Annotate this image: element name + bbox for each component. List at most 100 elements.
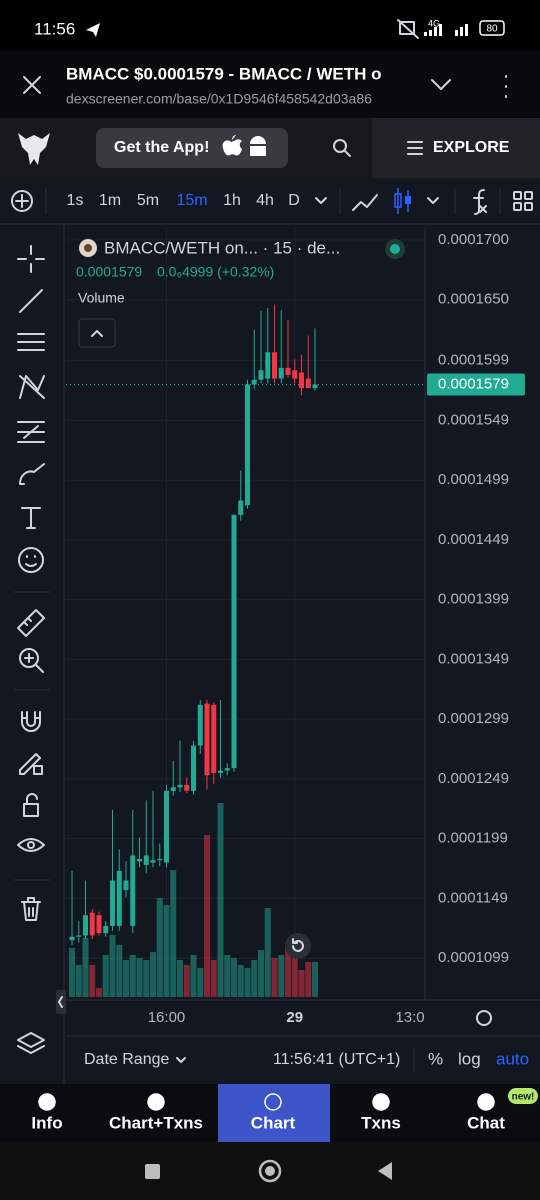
y-tick-label: 0.0001599	[438, 352, 509, 369]
layout-icon[interactable]	[513, 191, 533, 211]
percent-toggle[interactable]: %	[428, 1049, 443, 1068]
pattern-tool[interactable]	[19, 375, 45, 399]
volume-bar	[143, 960, 150, 997]
volume-bar	[136, 958, 143, 997]
emoji-face	[25, 555, 37, 567]
battery-level: 80	[486, 24, 498, 35]
visibility-pupil	[27, 841, 35, 849]
add-button[interactable]	[11, 190, 33, 212]
battery	[479, 20, 505, 36]
header	[0, 50, 540, 118]
interval-dropdown[interactable]	[315, 197, 327, 204]
explore-button[interactable]	[372, 118, 540, 178]
lock-draw-tool[interactable]	[19, 753, 43, 775]
candle-body	[197, 704, 203, 746]
interval-button[interactable]: 1h	[223, 192, 241, 209]
crosshair-tool[interactable]	[17, 245, 45, 273]
delete-tool[interactable]	[21, 897, 41, 921]
text-tool[interactable]	[21, 507, 41, 529]
lock-tool[interactable]	[23, 793, 39, 817]
tab-icon	[477, 1093, 495, 1111]
search-handle	[344, 150, 351, 157]
line-chart-icon[interactable]	[352, 194, 378, 211]
trendline-tool[interactable]	[19, 289, 43, 313]
candle-body	[191, 745, 196, 791]
interval-button[interactable]: 15m	[176, 192, 207, 209]
collapse-handle[interactable]	[56, 990, 66, 1014]
home-dot	[265, 1166, 275, 1176]
volume-bar	[183, 965, 190, 997]
candle-type-icon[interactable]	[394, 188, 411, 214]
recents-button[interactable]	[145, 1164, 160, 1179]
y-tick-label: 0.0001700	[438, 231, 509, 248]
interval-button[interactable]: 4h	[256, 192, 274, 209]
tab-label[interactable]: Chart	[251, 1113, 296, 1132]
volume-bar	[170, 870, 177, 997]
status-time: 11:56	[34, 19, 75, 38]
y-tick-label: 0.0001349	[438, 650, 509, 667]
candle-body	[177, 784, 183, 788]
legend-change: 0.0₆4999 (+0.32%)	[157, 264, 274, 280]
tab-group: Info Chart+Txns Chart Txns Chat	[31, 1084, 505, 1142]
auto-toggle[interactable]: auto	[496, 1049, 529, 1068]
volume-bar	[291, 958, 298, 997]
interval-button[interactable]: D	[288, 192, 300, 209]
y-tick-label: 0.0001199	[438, 830, 508, 847]
x-tick-label: 16:00	[148, 1009, 186, 1026]
logo[interactable]	[18, 133, 50, 165]
home-button[interactable]	[258, 1159, 282, 1183]
emoji-tool[interactable]	[18, 547, 44, 573]
plot-area	[66, 228, 425, 1000]
interval-button[interactable]: 1s	[67, 192, 84, 209]
volume-bar	[96, 988, 102, 997]
interval-button[interactable]: 1m	[99, 192, 121, 209]
layers-tool[interactable]	[17, 1032, 45, 1054]
fib-tool[interactable]	[17, 333, 45, 351]
volume-bar	[264, 908, 271, 997]
prediction-tool[interactable]	[17, 421, 45, 443]
collapse-legend-button[interactable]	[78, 318, 116, 348]
volume-bar	[197, 968, 204, 997]
reset-button[interactable]	[285, 933, 311, 959]
volume-bar	[163, 905, 170, 997]
get-app-button[interactable]	[96, 128, 288, 168]
interval-group: 1s 1m 5m 15m 1h 4h D	[67, 192, 300, 209]
back-button[interactable]	[378, 1162, 392, 1180]
badge-label: new!	[512, 1092, 535, 1103]
volume-bar	[312, 962, 318, 997]
visibility-tool[interactable]	[17, 838, 45, 852]
interval-button[interactable]: 5m	[137, 192, 159, 209]
settings-button[interactable]	[476, 1010, 492, 1026]
x-tick-label: 13:0	[395, 1009, 424, 1026]
magnet-tool[interactable]	[21, 711, 41, 732]
y-tick-label: 0.0001249	[438, 770, 509, 787]
search-icon[interactable]	[333, 139, 347, 153]
tab-label[interactable]: Txns	[361, 1113, 401, 1132]
candle-body	[278, 367, 284, 379]
get-app-label: Get the App!	[114, 139, 209, 156]
expand-button[interactable]	[431, 79, 451, 90]
date-range[interactable]: Date Range	[84, 1051, 169, 1068]
volume-label: Volume	[78, 290, 125, 306]
volume-bar	[210, 960, 217, 997]
log-toggle[interactable]: log	[458, 1049, 481, 1068]
indicators-icon[interactable]	[473, 189, 487, 215]
candle-body	[265, 352, 271, 379]
tab-label[interactable]: Chat	[467, 1113, 505, 1132]
ruler-tool[interactable]	[17, 609, 45, 637]
candle-body	[292, 370, 298, 379]
candle-body	[110, 880, 115, 926]
y-tick-label: 0.0001399	[438, 591, 509, 608]
status-dot	[390, 244, 400, 254]
close-button[interactable]	[23, 76, 41, 94]
volume-bar	[82, 938, 89, 997]
candle-body	[231, 514, 237, 769]
zoom-tool[interactable]	[19, 648, 39, 668]
tab-label[interactable]: Info	[31, 1113, 62, 1132]
brush-tool[interactable]	[19, 463, 45, 485]
tab-icon	[264, 1093, 282, 1111]
candle-body	[285, 367, 291, 375]
type-dropdown[interactable]	[427, 197, 439, 204]
tab-label[interactable]: Chart+Txns	[109, 1113, 203, 1132]
